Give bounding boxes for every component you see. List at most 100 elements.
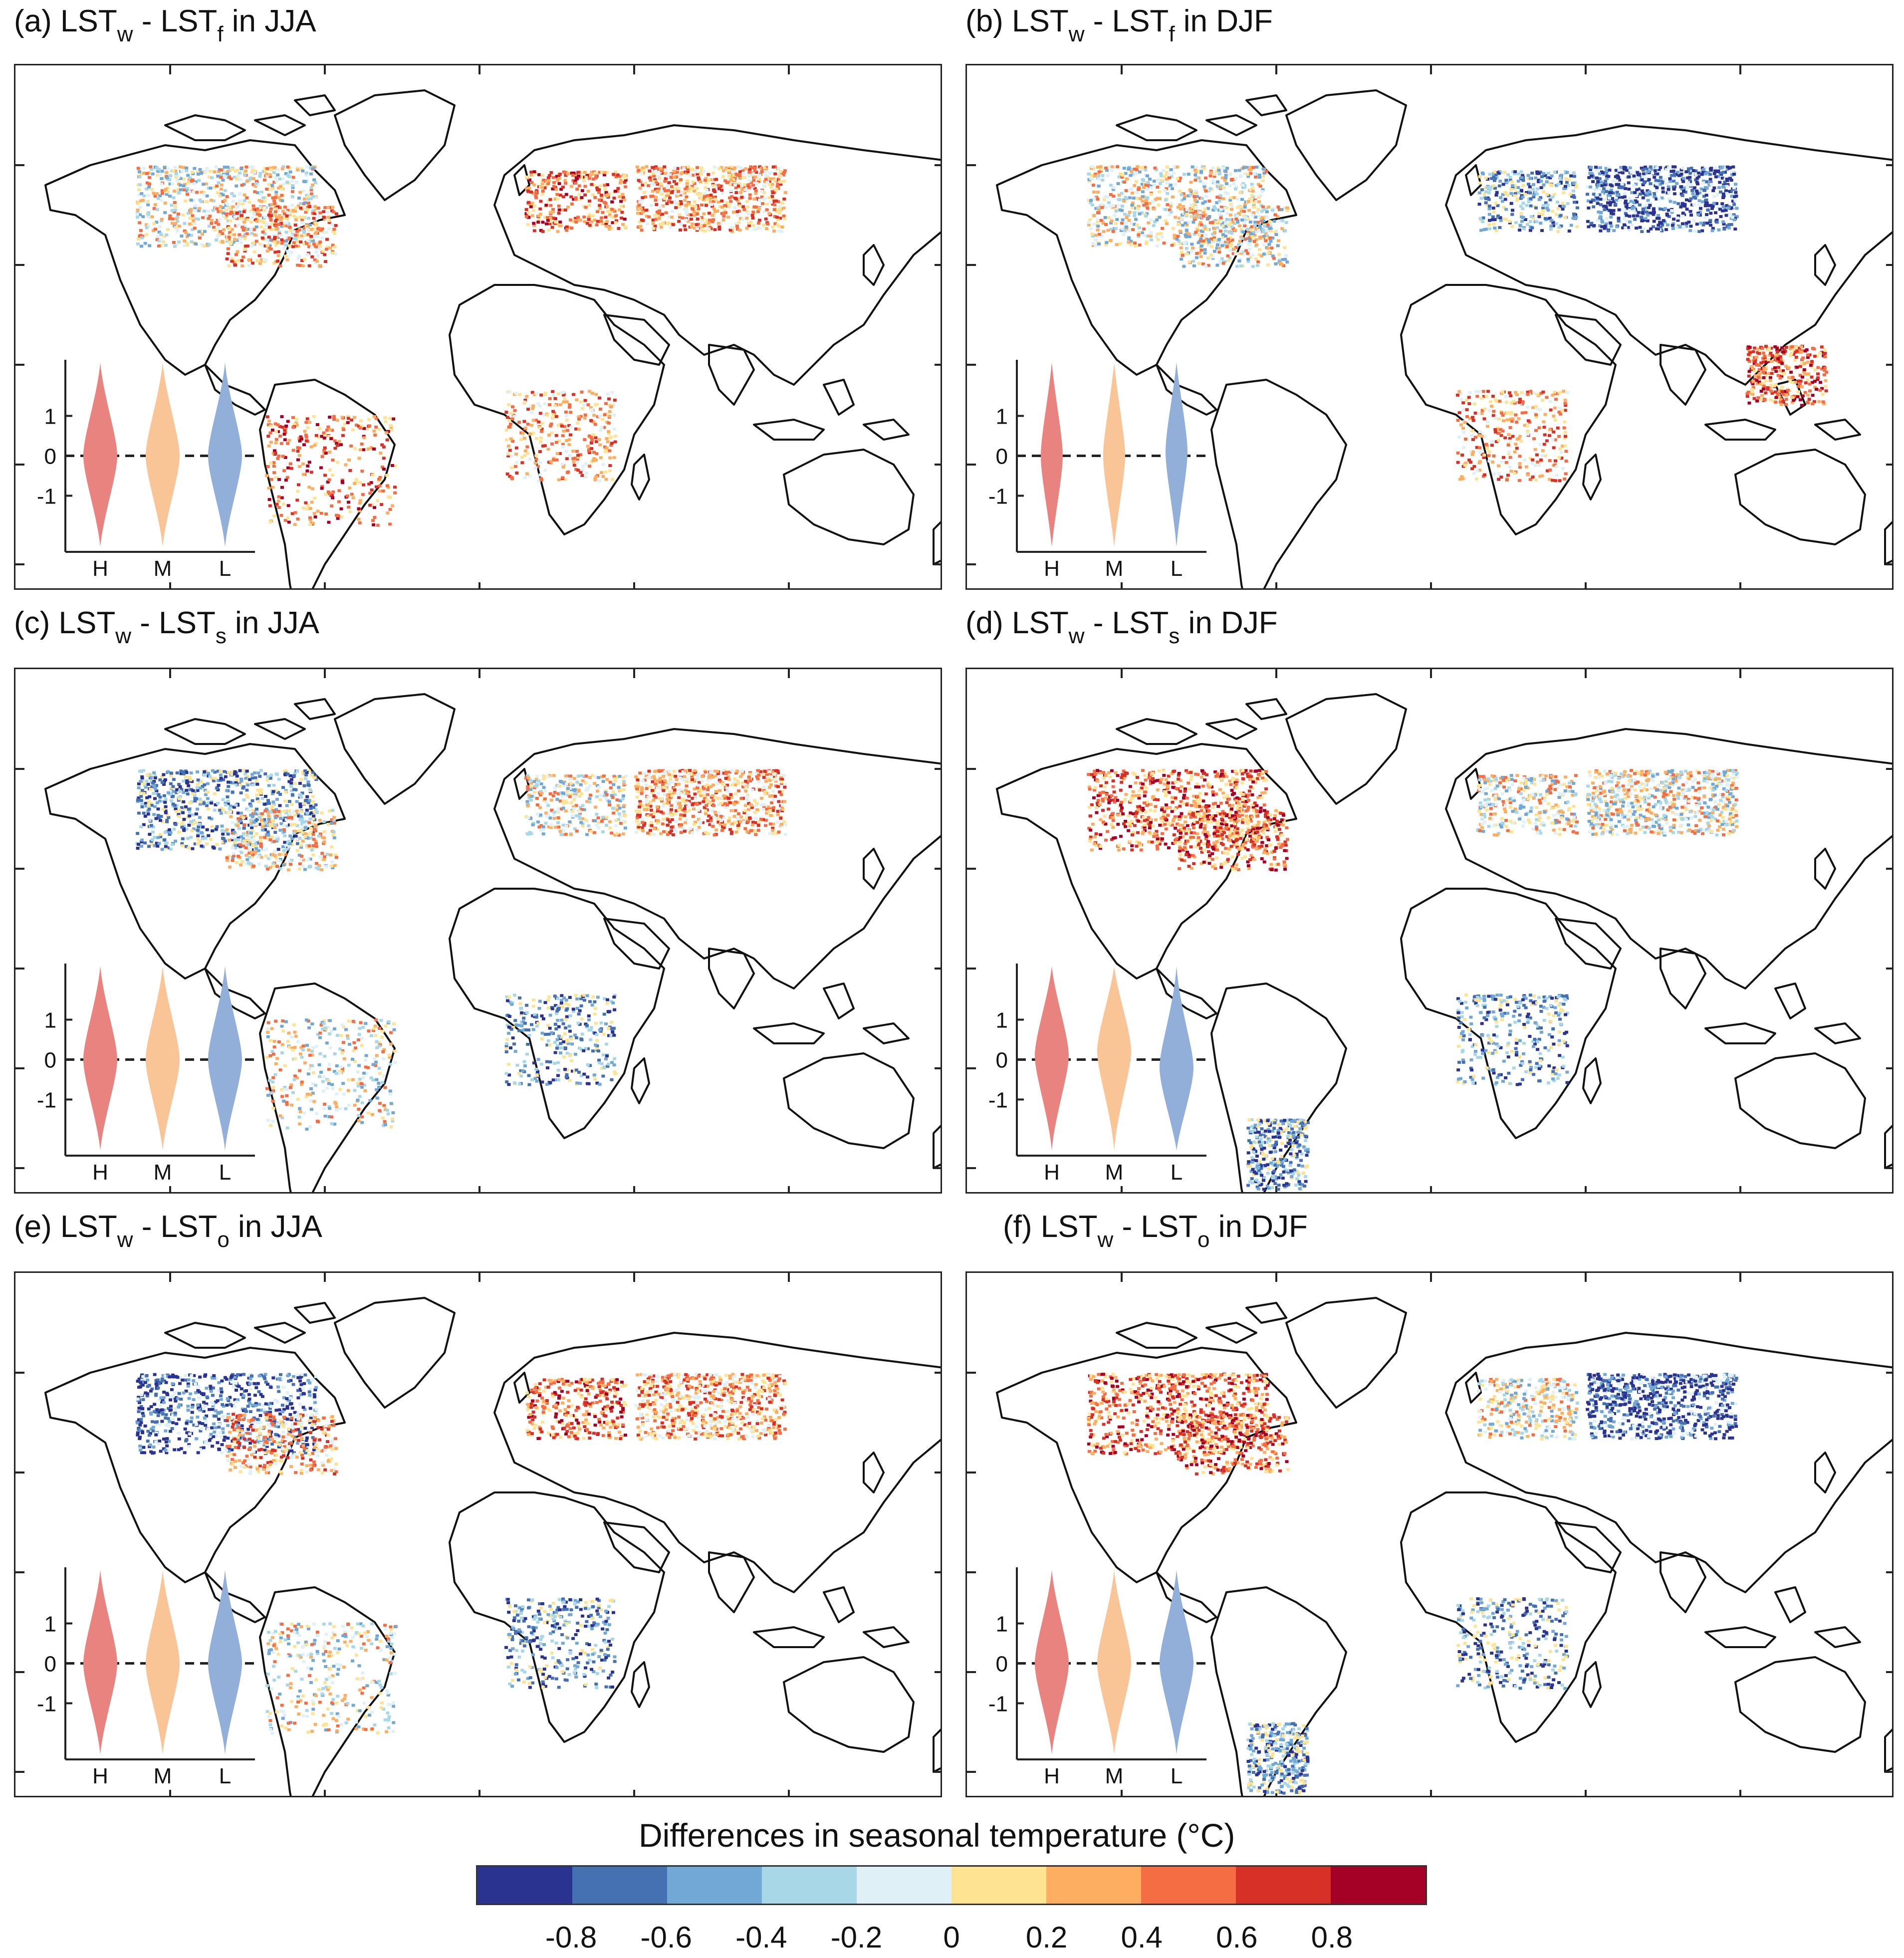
pixel-Siberia: [1643, 207, 1647, 210]
pixel-Europe: [546, 219, 550, 222]
pixel-NAmBoreal: [1159, 174, 1163, 178]
pixel-Siberia: [1726, 207, 1730, 210]
pixel-Siberia: [679, 202, 683, 206]
pixel-NAmEast: [299, 207, 303, 210]
pixel-Siberia: [679, 191, 683, 195]
pixel-Siberia: [1705, 213, 1709, 216]
pixel-NAmEast: [287, 212, 291, 215]
pixel-NAmEast: [1273, 213, 1277, 217]
pixel-Siberia: [695, 187, 699, 191]
pixel-Europe: [1539, 186, 1543, 190]
pixel-NAmEast: [1246, 257, 1250, 261]
pixel-NAmBoreal: [1113, 214, 1117, 217]
pixel-NAmBoreal: [304, 234, 307, 237]
pixel-Africa: [575, 398, 579, 402]
pixel-NAmBoreal: [1185, 223, 1189, 227]
pixel-Amazon: [295, 424, 299, 427]
pixel-Siberia: [752, 205, 756, 209]
pixel-NAmEast: [1217, 250, 1221, 254]
pixel-Siberia: [780, 226, 784, 229]
pixel-NAmEast: [309, 235, 313, 238]
pixel-Africa: [550, 444, 554, 447]
pixel-Siberia: [1646, 194, 1650, 197]
pixel-Siberia: [1615, 183, 1619, 186]
pixel-Europe: [570, 185, 573, 188]
pixel-NAmBoreal: [285, 218, 289, 221]
pixel-NAmBoreal: [1207, 189, 1211, 193]
pixel-Siberia: [1586, 220, 1590, 223]
pixel-NAmBoreal: [1222, 186, 1226, 190]
pixel-NAmBoreal: [136, 216, 140, 219]
pixel-NAmBoreal: [1209, 171, 1213, 174]
pixel-Amazon: [287, 520, 291, 524]
pixel-Siberia: [649, 179, 653, 182]
pixel-Amazon: [275, 502, 279, 506]
pixel-SEAsia: [1747, 353, 1751, 356]
pixel-Siberia: [702, 212, 706, 216]
pixel-NAmEast: [228, 219, 232, 223]
pixel-NAmEast: [1207, 215, 1211, 218]
pixel-NAmBoreal: [174, 169, 177, 173]
pixel-NAmEast: [1224, 222, 1228, 225]
pixel-SEAsia: [1747, 360, 1751, 363]
pixel-Siberia: [664, 177, 668, 181]
pixel-NAmEast: [1191, 221, 1195, 224]
pixel-Siberia: [1621, 171, 1625, 175]
pixel-Africa: [567, 424, 571, 427]
pixel-NAmBoreal: [1215, 241, 1219, 245]
pixel-Siberia: [1609, 212, 1613, 215]
pixel-Siberia: [771, 197, 775, 201]
pixel-Europe: [1546, 209, 1550, 212]
pixel-NAmBoreal: [268, 173, 272, 177]
pixel-Siberia: [1611, 212, 1615, 216]
pixel-Europe: [528, 203, 531, 206]
pixel-NAmEast: [1270, 246, 1274, 250]
pixel-NAmBoreal: [309, 237, 313, 241]
pixel-Europe: [1515, 199, 1519, 202]
pixel-Amazon: [286, 420, 290, 423]
pixel-Africa: [568, 406, 572, 409]
pixel-Siberia: [1692, 186, 1696, 190]
pixel-Siberia: [689, 213, 693, 217]
pixel-NAmEast: [274, 219, 278, 223]
pixel-Siberia: [1708, 219, 1712, 222]
pixel-NAmBoreal: [1223, 169, 1227, 173]
pixel-Siberia: [1642, 227, 1646, 231]
pixel-Europe: [1526, 177, 1530, 181]
pixel-NAmBoreal: [1100, 168, 1104, 172]
pixel-SEAsia: [1761, 351, 1765, 355]
pixel-Siberia: [776, 187, 780, 190]
pixel-SEAsia: [1777, 366, 1781, 369]
pixel-Amazon: [298, 465, 302, 468]
pixel-Siberia: [703, 179, 707, 182]
pixel-Siberia: [695, 223, 699, 227]
pixel-NAmBoreal: [243, 227, 247, 230]
pixel-Amazon: [358, 501, 362, 505]
pixel-Africa: [538, 412, 542, 415]
pixel-Siberia: [765, 203, 769, 206]
pixel-NAmEast: [305, 242, 309, 245]
pixel-Europe: [608, 210, 612, 214]
pixel-Europe: [1481, 216, 1485, 220]
pixel-Europe: [1510, 180, 1514, 184]
pixel-Siberia: [1607, 175, 1611, 178]
coastline-japan: [1814, 244, 1836, 286]
pixel-Africa: [581, 465, 585, 468]
pixel-Amazon: [286, 516, 290, 520]
pixel-NAmEast: [307, 264, 311, 267]
pixel-Siberia: [1665, 182, 1668, 185]
pixel-Siberia: [1599, 203, 1603, 207]
pixel-NAmBoreal: [1133, 184, 1137, 187]
pixel-NAmBoreal: [174, 226, 178, 229]
pixel-Siberia: [1620, 186, 1624, 190]
pixel-NAmBoreal: [1105, 241, 1109, 245]
pixel-NAmEast: [1226, 254, 1230, 257]
pixel-NAmEast: [297, 228, 301, 232]
pixel-SEAsia: [1821, 393, 1825, 396]
pixel-Europe: [1493, 227, 1497, 230]
pixel-NAmEast: [1246, 233, 1250, 236]
pixel-Africa: [523, 454, 527, 457]
pixel-NAmBoreal: [1106, 174, 1110, 177]
pixel-Siberia: [1597, 187, 1601, 191]
pixel-Siberia: [739, 166, 743, 170]
